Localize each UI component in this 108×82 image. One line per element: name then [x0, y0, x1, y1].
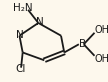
Text: B: B: [79, 39, 86, 49]
Text: Cl: Cl: [15, 64, 25, 74]
Text: OH: OH: [94, 54, 108, 64]
Text: N: N: [36, 17, 43, 27]
Text: OH: OH: [94, 25, 108, 35]
Text: N: N: [16, 30, 23, 40]
Text: H₂N: H₂N: [13, 3, 33, 13]
